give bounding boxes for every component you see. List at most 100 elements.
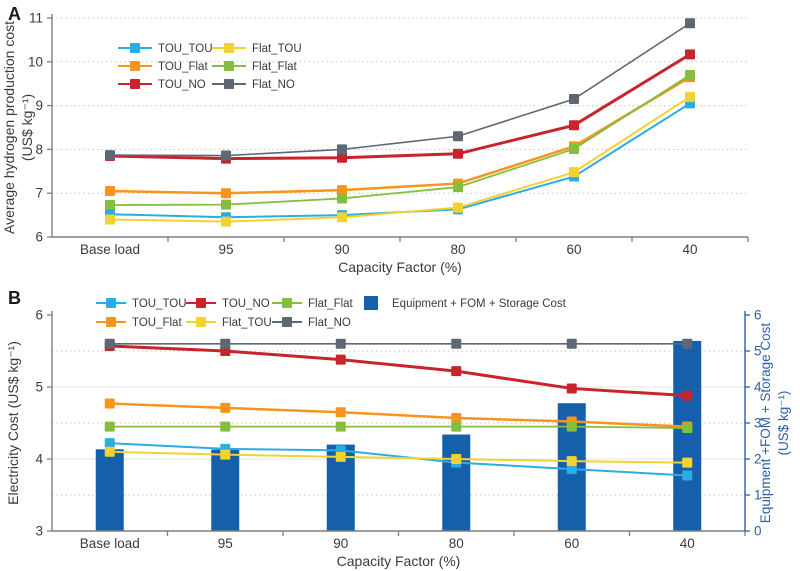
legend-label: TOU_NO: [158, 79, 206, 91]
legend-item-tou-no: TOU_NO: [118, 79, 206, 91]
series-marker: [451, 454, 462, 464]
y-tick-label: 10: [28, 54, 43, 69]
series-marker: [220, 402, 231, 413]
legend-item-flat-no: Flat_NO: [212, 79, 295, 91]
series-marker: [685, 18, 695, 29]
legend-marker: [224, 43, 234, 53]
equipment-bar: [95, 449, 124, 531]
series-TOU_Flat: [105, 72, 695, 199]
series-TOU_TOU: [105, 98, 695, 223]
panel-a-label: A: [8, 4, 21, 24]
legend-marker: [130, 79, 140, 89]
legend-label: TOU_TOU: [132, 298, 187, 310]
y-axis-title-left: (US$ kg⁻¹): [19, 94, 35, 161]
legend-marker: [282, 317, 292, 327]
legend-item-flat-tou: Flat_TOU: [212, 43, 302, 55]
series-line: [109, 102, 691, 219]
legend-item-tou-tou: TOU_TOU: [96, 298, 187, 310]
legend-item-flat-flat: Flat_Flat: [212, 61, 298, 73]
legend-item-flat-no: Flat_NO: [272, 317, 351, 329]
series-marker: [682, 457, 693, 468]
equipment-bar: [673, 340, 702, 531]
legend-label: Flat_Flat: [252, 61, 298, 73]
series-marker: [453, 202, 463, 213]
series-marker: [682, 470, 693, 481]
legend-marker: [130, 61, 140, 71]
series-Flat_TOU: [104, 446, 693, 468]
legend-marker: [106, 298, 116, 308]
x-tick-label: Base load: [80, 242, 140, 257]
series-line: [109, 344, 688, 398]
series-line: [109, 450, 688, 464]
legend-item-equipment-fom-storage-cost: Equipment + FOM + Storage Cost: [364, 296, 567, 310]
legend-label: TOU_TOU: [158, 43, 213, 55]
series-marker: [566, 456, 577, 467]
series-marker: [685, 91, 695, 102]
legend-label: Flat_TOU: [252, 43, 302, 55]
series-line: [109, 22, 691, 157]
series-marker: [566, 383, 577, 394]
series-marker: [337, 144, 347, 155]
series-marker: [569, 94, 579, 105]
series-marker: [220, 421, 231, 432]
series-marker: [451, 366, 462, 377]
y-tick-label: 11: [29, 11, 43, 26]
series-marker: [337, 212, 347, 223]
series-marker: [682, 338, 693, 349]
legend-item-tou-flat: TOU_Flat: [96, 317, 182, 329]
series-marker: [569, 143, 579, 154]
series-marker: [682, 423, 693, 434]
x-axis-title: Capacity Factor (%): [338, 259, 462, 275]
series-Flat_Flat: [105, 69, 695, 211]
legend-label: TOU_Flat: [132, 317, 182, 329]
series-marker: [220, 338, 231, 349]
series-marker: [105, 186, 115, 197]
series-marker: [335, 338, 346, 349]
series-marker: [221, 199, 231, 210]
legend-item-tou-no: TOU_NO: [186, 298, 270, 310]
y-tick-label: 5: [35, 380, 43, 395]
legend-item-tou-tou: TOU_TOU: [118, 43, 213, 55]
equipment-bar: [211, 449, 240, 531]
series-marker: [451, 421, 462, 432]
series-marker: [104, 446, 115, 457]
series-TOU_NO: [104, 340, 693, 401]
legend-marker: [224, 61, 234, 71]
series-line: [109, 402, 688, 428]
series-marker: [685, 49, 695, 60]
legend-item-flat-flat: Flat_Flat: [272, 298, 354, 310]
y-tick-label-right: 2: [754, 452, 762, 467]
series-Flat_TOU: [105, 91, 695, 227]
series-line: [109, 425, 688, 429]
series-marker: [105, 200, 115, 211]
series-marker: [451, 412, 462, 423]
y-tick-label: 4: [35, 452, 43, 467]
series-marker: [220, 449, 231, 460]
legend-label: Flat_NO: [308, 317, 351, 329]
series-marker: [221, 216, 231, 227]
series-line: [109, 74, 691, 206]
series-marker: [453, 182, 463, 193]
series-marker: [337, 193, 347, 204]
y-axis-title-right: (US$ kg⁻¹): [776, 391, 791, 456]
legend-marker: [130, 43, 140, 53]
x-tick-label: 80: [450, 242, 465, 257]
series-marker: [104, 398, 115, 409]
y-tick-label-right: 1: [754, 488, 762, 503]
series-marker: [453, 148, 463, 159]
series-marker: [104, 338, 115, 349]
y-axis-title-left: Electricity Cost (US$ kg⁻¹): [5, 341, 21, 505]
series-marker: [335, 451, 346, 462]
x-tick-label: 90: [333, 536, 348, 551]
series-marker: [104, 438, 115, 449]
series-Flat_NO: [105, 18, 695, 161]
equipment-bar: [442, 434, 471, 531]
series-marker: [104, 421, 115, 432]
y-tick-label: 3: [35, 524, 43, 539]
x-tick-label: 80: [449, 536, 464, 551]
legend-item-flat-tou: Flat_TOU: [186, 317, 272, 329]
series-marker: [569, 167, 579, 178]
y-tick-label: 7: [35, 186, 43, 201]
series-marker: [682, 390, 693, 401]
